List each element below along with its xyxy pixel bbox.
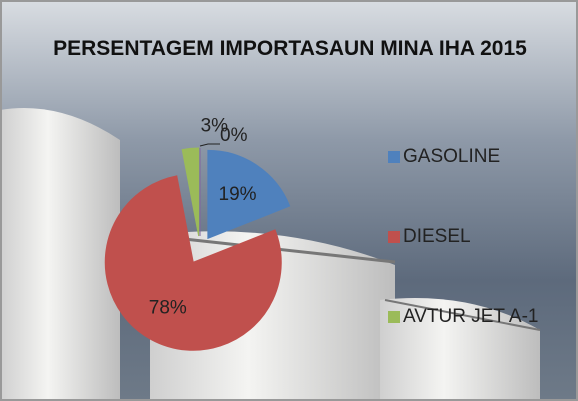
pie: 19% 78% 3%0%	[104, 116, 291, 351]
legend-swatch	[388, 311, 400, 323]
leader-line	[199, 143, 220, 147]
pie-slice	[104, 175, 282, 351]
legend-swatch	[388, 231, 400, 243]
legend-label: AVTUR JET A-1	[403, 306, 539, 327]
legend-label: GASOLINE	[403, 146, 501, 167]
chart-title: PERSENTAGEM IMPORTASAUN MINA IHA 2015	[53, 37, 527, 60]
legend-item: AVTUR JET A-1	[388, 306, 573, 328]
data-label: 19%	[219, 184, 257, 205]
pie-slice	[181, 147, 200, 237]
legend-item: GASOLINE	[388, 146, 573, 168]
data-label: 0%	[220, 125, 248, 146]
data-label: 78%	[149, 298, 187, 319]
legend-label: DIESEL	[403, 226, 471, 247]
data-label: 3%	[201, 116, 229, 137]
pie-slice	[207, 149, 291, 240]
legend-swatch	[388, 151, 400, 163]
legend-item: DIESEL	[388, 226, 573, 248]
